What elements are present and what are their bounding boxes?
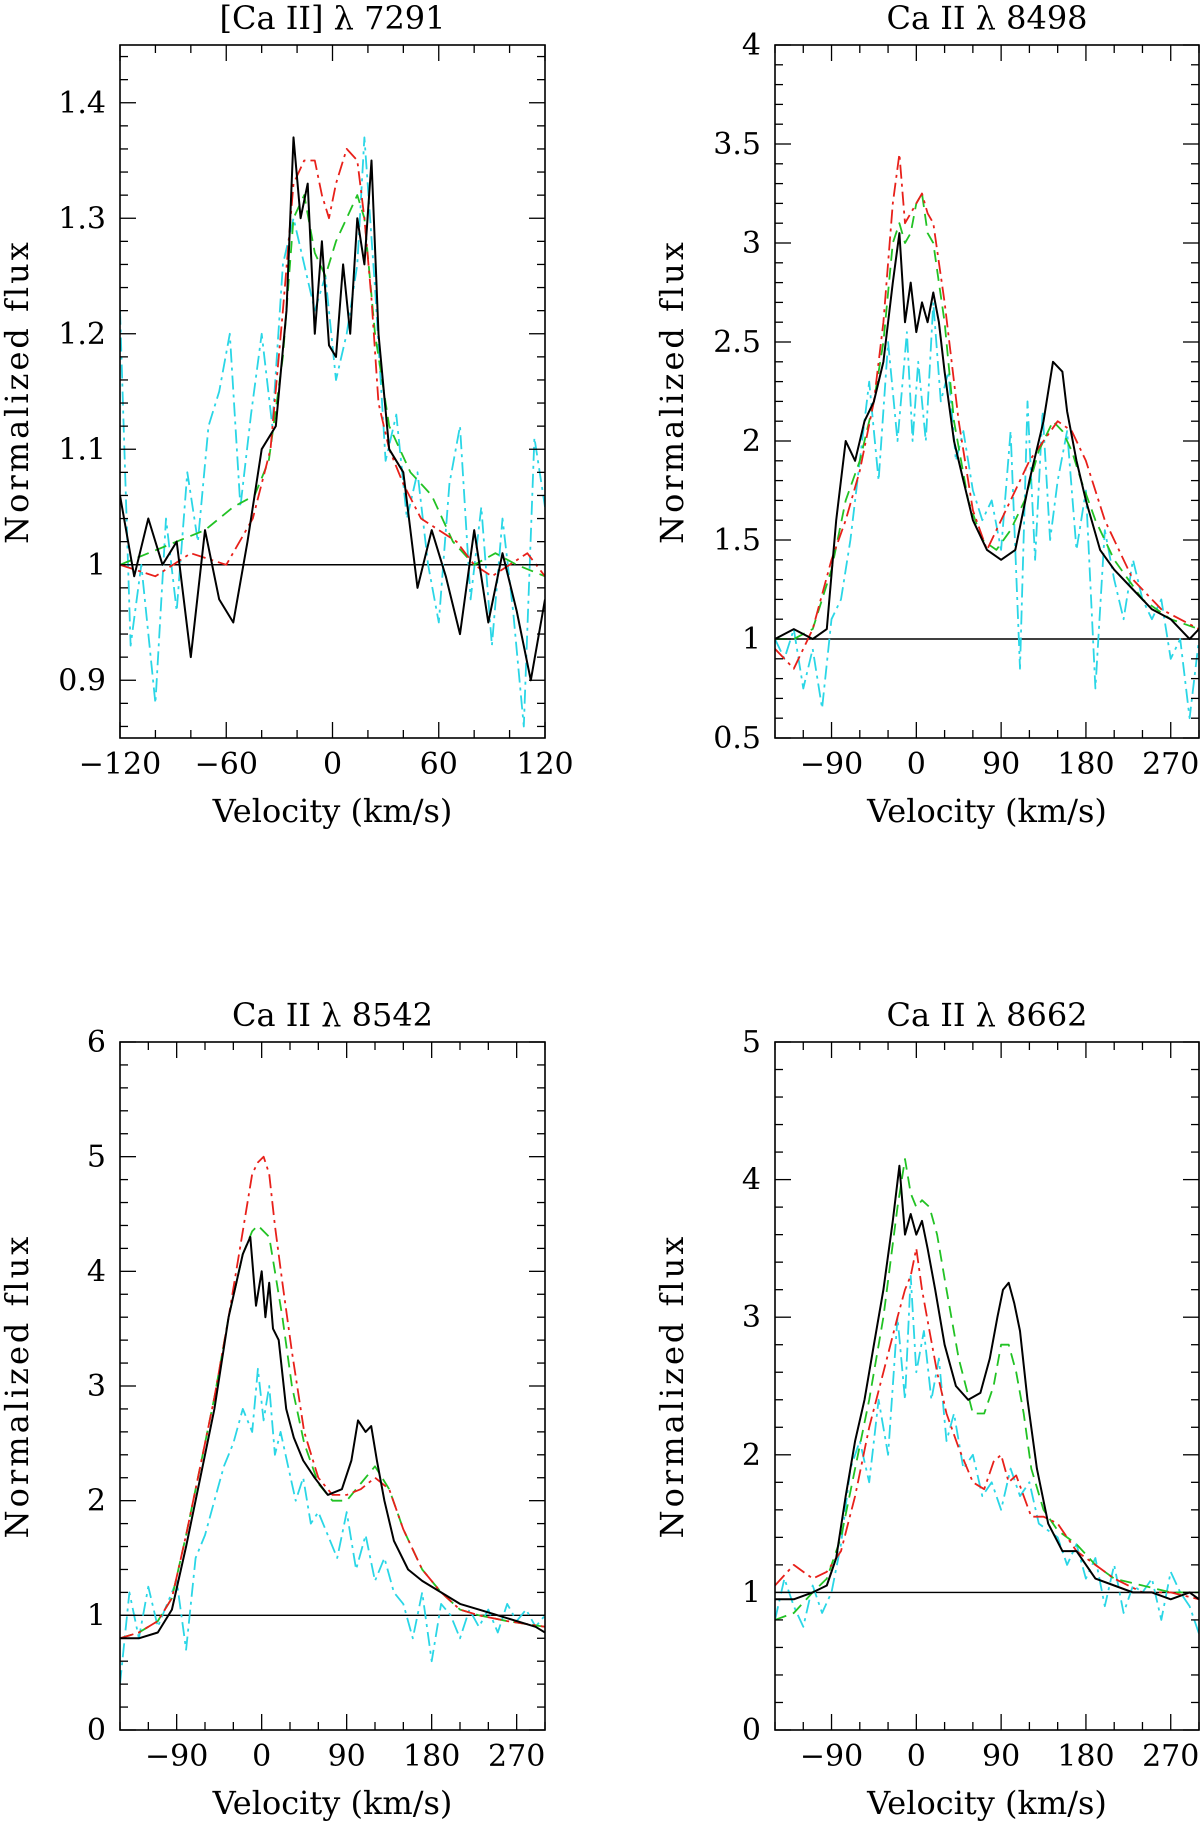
y-tick-label: 1 [87,548,106,583]
plot-frame [119,44,546,739]
chart-panel-1: −120 −60 0 60 120 0.9 1 1.1 1.2 1.3 1.4 [Ca II] λ 7… [0,0,574,830]
y-tick-label: 5 [742,1025,761,1060]
series-line-black [120,136,545,682]
y-tick-label: 2.5 [713,325,761,360]
x-tick-label: 270 [1142,1739,1199,1774]
x-tick-label: −120 [79,747,161,782]
x-tick-label: 0 [252,1739,271,1774]
y-tick-label: 6 [87,1025,106,1060]
series-line-red [120,1155,545,1640]
x-axis-title: Velocity (km/s) [866,1784,1107,1822]
x-tick-label: 180 [403,1739,460,1774]
x-tick-label: 90 [328,1739,366,1774]
series-line-cyan [120,1367,545,1685]
series-line-cyan [775,1275,1199,1634]
x-tick-label: 180 [1057,1739,1114,1774]
y-axis-title: Normalized flux [653,1234,691,1539]
chart-title: Ca II λ 8662 [886,996,1087,1034]
x-tick-label: 0 [323,747,342,782]
series-line-red [120,147,545,578]
series-line-green [120,194,545,578]
plot-frame [774,1041,1200,1731]
series-line-black [775,232,1199,640]
x-tick-label: 270 [488,1739,545,1774]
chart-title: [Ca II] λ 7291 [219,0,445,37]
series-line-red [775,1247,1199,1601]
x-tick-label: 120 [516,747,573,782]
y-tick-label: 4 [742,28,761,63]
y-axis-title: Normalized flux [0,239,36,544]
x-tick-label: 60 [420,747,458,782]
x-tick-label: −90 [145,1739,208,1774]
y-tick-label: 4 [87,1254,106,1289]
series-line-cyan [120,136,545,728]
chart-panel-3: −90 0 90 180 270 0 1 2 3 4 5 6 Ca II λ 8542 Velocity … [0,996,546,1822]
x-tick-label: −90 [800,747,863,782]
chart-panel-2: −90 0 90 180 270 0.5 1 1.5 2 2.5 3 3.5 4 Ca II λ 8498… [653,0,1200,830]
y-tick-label: 3 [87,1369,106,1404]
y-tick-label: 1 [87,1598,106,1633]
series-line-black [775,1164,1199,1601]
y-tick-label: 3 [742,1300,761,1335]
x-tick-label: −90 [800,1739,863,1774]
y-tick-label: 1.2 [58,317,106,352]
series-line-green [775,1158,1199,1621]
y-tick-label: 1.4 [58,86,106,121]
chart-panel-4: −90 0 90 180 270 0 1 2 3 4 5 Ca II λ 8662 Velocity (… [653,996,1200,1822]
series-line-black [120,1235,545,1640]
x-tick-label: 90 [982,747,1020,782]
x-tick-label: 180 [1057,747,1114,782]
y-tick-label: 1.3 [58,201,106,236]
y-tick-label: 2 [742,424,761,459]
y-tick-label: 1.1 [58,432,106,467]
x-axis-title: Velocity (km/s) [212,792,453,830]
y-tick-label: 0 [742,1713,761,1748]
y-tick-label: 4 [742,1163,761,1198]
chart-title: Ca II λ 8542 [232,996,433,1034]
y-tick-label: 2 [742,1438,761,1473]
y-axis-title: Normalized flux [0,1234,36,1539]
x-axis-title: Velocity (km/s) [212,1784,453,1822]
chart-title: Ca II λ 8498 [886,0,1087,37]
y-tick-label: 1 [742,1575,761,1610]
series-line-cyan [775,301,1199,720]
x-tick-label: 0 [907,1739,926,1774]
series-line-green [775,192,1199,640]
y-tick-label: 0.5 [713,721,761,756]
y-tick-label: 2 [87,1484,106,1519]
x-tick-label: −60 [195,747,258,782]
y-tick-label: 0 [87,1713,106,1748]
x-tick-label: 270 [1142,747,1199,782]
x-tick-label: 90 [982,1739,1020,1774]
y-tick-label: 1 [742,622,761,657]
y-tick-label: 5 [87,1140,106,1175]
plot-frame [774,44,1200,739]
y-tick-label: 1.5 [713,523,761,558]
x-axis-title: Velocity (km/s) [866,792,1107,830]
y-tick-label: 3 [742,226,761,261]
y-tick-label: 0.9 [58,663,106,698]
series-line-green [120,1224,545,1640]
y-tick-label: 3.5 [713,127,761,162]
y-axis-title: Normalized flux [653,239,691,544]
x-tick-label: 0 [907,747,926,782]
